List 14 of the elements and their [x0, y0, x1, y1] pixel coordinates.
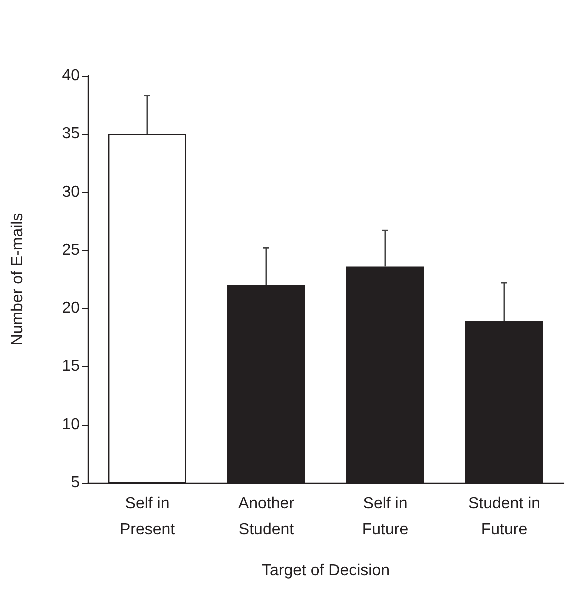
y-tick-label: 30 — [62, 184, 80, 201]
y-tick-label: 15 — [62, 358, 80, 376]
y-tick-label: 20 — [62, 300, 80, 318]
x-tick-label: Another Student — [238, 496, 296, 538]
x-tick-label: Self in Present — [120, 496, 176, 538]
y-tick-label: 25 — [62, 242, 80, 259]
y-tick-label: 5 — [71, 474, 80, 492]
x-tick-label: Self in Future — [362, 496, 409, 538]
y-axis-title: Number of E-mails — [10, 213, 26, 346]
y-tick-label: 40 — [62, 68, 80, 84]
y-tick-label: 10 — [62, 416, 80, 434]
x-tick-label: Student in Future — [468, 496, 541, 538]
x-axis-title: Target of Decision — [262, 562, 390, 580]
y-tick-label: 35 — [62, 126, 80, 143]
